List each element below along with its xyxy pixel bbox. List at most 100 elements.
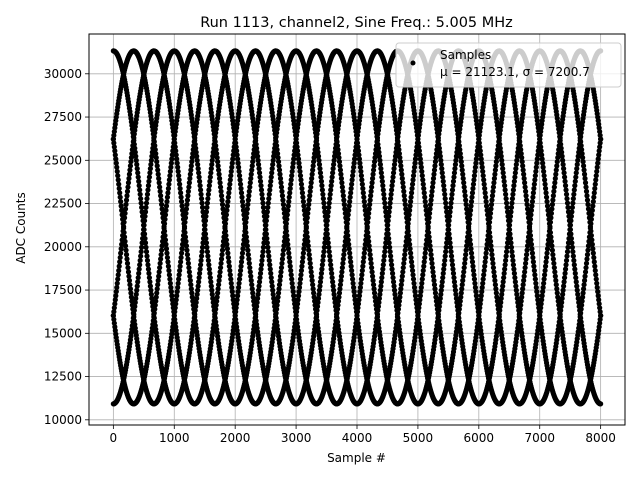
data-point xyxy=(504,253,509,258)
data-point xyxy=(202,227,207,232)
data-point xyxy=(199,196,204,201)
data-point xyxy=(180,208,185,213)
data-point xyxy=(260,200,265,205)
data-point xyxy=(281,248,286,253)
data-point xyxy=(324,223,329,228)
data-point xyxy=(365,224,370,229)
data-point xyxy=(181,221,186,226)
data-point xyxy=(447,236,452,241)
data-point xyxy=(183,239,188,244)
data-point xyxy=(509,200,514,205)
data-point xyxy=(544,199,549,204)
data-point xyxy=(364,233,369,238)
data-point xyxy=(159,252,164,257)
data-point xyxy=(426,230,431,235)
data-point xyxy=(141,227,146,232)
data-point xyxy=(321,253,326,258)
data-point xyxy=(265,205,270,210)
data-point xyxy=(200,209,205,214)
data-point xyxy=(422,255,427,260)
data-point xyxy=(121,224,126,229)
data-point xyxy=(184,202,189,207)
data-point xyxy=(119,203,124,208)
data-point xyxy=(142,218,147,223)
data-point xyxy=(529,203,534,208)
data-point xyxy=(301,246,306,251)
data-point xyxy=(446,223,451,228)
data-point xyxy=(422,195,427,200)
data-point xyxy=(182,230,187,235)
data-point xyxy=(243,220,248,225)
data-point xyxy=(486,228,491,233)
data-point xyxy=(362,199,367,204)
data-point xyxy=(585,198,590,203)
data-point xyxy=(326,245,331,250)
data-point xyxy=(443,196,448,201)
data-point xyxy=(508,209,513,214)
data-point xyxy=(164,203,169,208)
data-point xyxy=(306,243,311,248)
data-point xyxy=(341,198,346,203)
data-point xyxy=(240,199,245,204)
data-point xyxy=(426,226,431,231)
data-point xyxy=(245,248,250,253)
data-point xyxy=(347,246,352,251)
data-point xyxy=(203,236,208,241)
data-point xyxy=(427,243,432,248)
data-point xyxy=(201,214,206,219)
data-point xyxy=(550,248,555,253)
data-point xyxy=(384,231,389,236)
data-point xyxy=(547,226,552,231)
data-point xyxy=(387,205,392,210)
data-point xyxy=(505,240,510,245)
data-point xyxy=(220,202,225,207)
data-point xyxy=(506,227,511,232)
data-point xyxy=(139,200,144,205)
data-point xyxy=(570,200,575,205)
data-point xyxy=(241,242,246,247)
data-point xyxy=(386,218,391,223)
data-point xyxy=(445,218,450,223)
data-point xyxy=(362,251,367,256)
data-point xyxy=(548,230,553,235)
data-point xyxy=(363,242,368,247)
data-point xyxy=(140,236,145,241)
data-point xyxy=(300,195,305,200)
data-point xyxy=(485,233,490,238)
data-point xyxy=(306,248,311,253)
data-point xyxy=(488,211,493,216)
data-point xyxy=(446,227,451,232)
data-point xyxy=(119,246,124,251)
data-point xyxy=(444,205,449,210)
data-point xyxy=(183,234,188,239)
data-point xyxy=(484,246,489,251)
data-point xyxy=(443,253,448,258)
data-point xyxy=(322,205,327,210)
data-point xyxy=(242,233,247,238)
data-point xyxy=(487,215,492,220)
data-point xyxy=(304,230,309,235)
data-point xyxy=(305,234,310,239)
data-point xyxy=(245,202,250,207)
data-point xyxy=(139,249,144,254)
data-point xyxy=(366,211,371,216)
data-point xyxy=(544,255,549,260)
data-point xyxy=(484,199,489,204)
data-point xyxy=(507,223,512,228)
data-point xyxy=(425,221,430,226)
data-point xyxy=(509,249,514,254)
data-point xyxy=(545,246,550,251)
data-point xyxy=(144,200,149,205)
data-point xyxy=(424,208,429,213)
data-point xyxy=(302,212,307,217)
data-point xyxy=(485,242,490,247)
data-point xyxy=(549,243,554,248)
data-point xyxy=(241,237,246,242)
data-point xyxy=(546,217,551,222)
data-point xyxy=(326,240,331,245)
data-point xyxy=(327,200,332,205)
data-point xyxy=(201,218,206,223)
data-point xyxy=(305,239,310,244)
data-point xyxy=(138,253,143,258)
data-point xyxy=(118,195,123,200)
